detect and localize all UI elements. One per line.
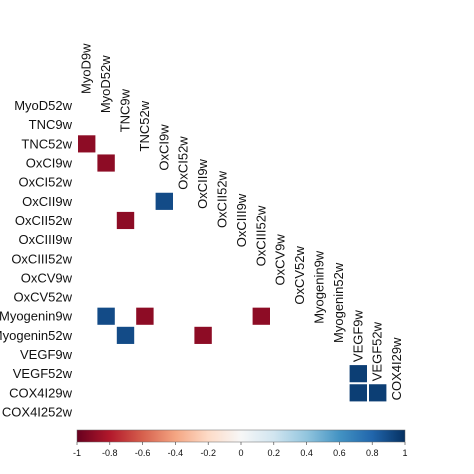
- column-label: VEGF9w: [350, 309, 365, 362]
- heatmap-cell: [155, 192, 173, 210]
- colorbar-tick-label: -1: [73, 448, 81, 458]
- heatmap-cell: [78, 135, 96, 153]
- row-label: OxCI52w: [19, 175, 73, 190]
- row-label: OxCII52w: [15, 213, 73, 228]
- column-label: OxCI52w: [176, 136, 191, 190]
- heatmap-cell: [97, 154, 115, 172]
- row-label: OxCV9w: [21, 270, 73, 285]
- column-label: COX4I29w: [389, 337, 404, 400]
- row-label: OxCIII9w: [19, 232, 73, 247]
- column-label: Myogenin9w: [312, 250, 327, 324]
- colorbar-tick-label: -0.4: [168, 448, 184, 458]
- row-label: Myogenin52w: [0, 328, 73, 343]
- row-label: OxCII9w: [22, 194, 72, 209]
- heatmap-cell: [116, 211, 135, 230]
- row-label: TNC52w: [21, 136, 72, 151]
- colorbar-tick-label: 1: [402, 448, 407, 458]
- column-label: OxCII52w: [215, 170, 230, 228]
- row-label: OxCIII52w: [11, 251, 72, 266]
- column-label: TNC52w: [137, 100, 152, 151]
- column-label: OxCI9w: [156, 124, 171, 171]
- column-label: OxCIII52w: [253, 205, 268, 266]
- colorbar-tick-label: -0.6: [135, 448, 151, 458]
- column-label: VEGF52w: [370, 321, 385, 381]
- heatmap-cell: [369, 384, 387, 402]
- row-label: COX4I29w: [9, 385, 72, 400]
- row-label: MyoD52w: [14, 98, 72, 113]
- heatmap-cells: [78, 135, 387, 402]
- column-label: TNC9w: [118, 88, 133, 132]
- colorbar-tick-label: 0.4: [300, 448, 313, 458]
- row-label: VEGF52w: [13, 366, 73, 381]
- row-label: OxCV52w: [13, 290, 72, 305]
- column-label: OxCV52w: [292, 246, 307, 305]
- colorbar-tick-label: 0.2: [268, 448, 281, 458]
- heatmap-cell: [252, 307, 270, 325]
- column-label: Myogenin52w: [331, 262, 346, 343]
- heatmap-cell: [136, 307, 154, 325]
- colorbar: -1 -0.8 -0.6 -0.4 -0.2 0 0.2 0.4 0.6 0.8 1: [73, 429, 408, 458]
- row-label: VEGF9w: [20, 347, 73, 362]
- row-labels: MyoD52w TNC9w TNC52w OxCI9w OxCI52w OxCII9w Ox…: [0, 98, 73, 419]
- row-label: Myogenin9w: [0, 309, 73, 324]
- heatmap-cell: [194, 326, 212, 344]
- column-label: OxCIII9w: [234, 193, 249, 247]
- colorbar-tick-label: 0.8: [366, 448, 379, 458]
- colorbar-gradient: [76, 429, 406, 443]
- heatmap-cell: [97, 307, 115, 325]
- heatmap-cell: [116, 326, 135, 344]
- column-label: MyoD52w: [98, 55, 113, 113]
- row-label: COX4I252w: [2, 404, 73, 419]
- column-label: OxCV9w: [273, 234, 288, 286]
- heatmap-cell: [349, 384, 367, 402]
- heatmap-cell: [349, 365, 367, 383]
- diagonal-labels: MyoD9w MyoD52w TNC9w TNC52w OxCI9w OxCI52w OxC…: [79, 43, 404, 401]
- column-label: MyoD9w: [79, 43, 94, 94]
- row-label: TNC9w: [29, 117, 73, 132]
- colorbar-tick-label: 0: [238, 448, 243, 458]
- row-label: OxCI9w: [26, 156, 73, 171]
- colorbar-tick-label: -0.8: [102, 448, 118, 458]
- colorbar-tick-label: 0.6: [333, 448, 346, 458]
- column-label: OxCII9w: [195, 158, 210, 208]
- colorbar-tick-label: -0.2: [200, 448, 216, 458]
